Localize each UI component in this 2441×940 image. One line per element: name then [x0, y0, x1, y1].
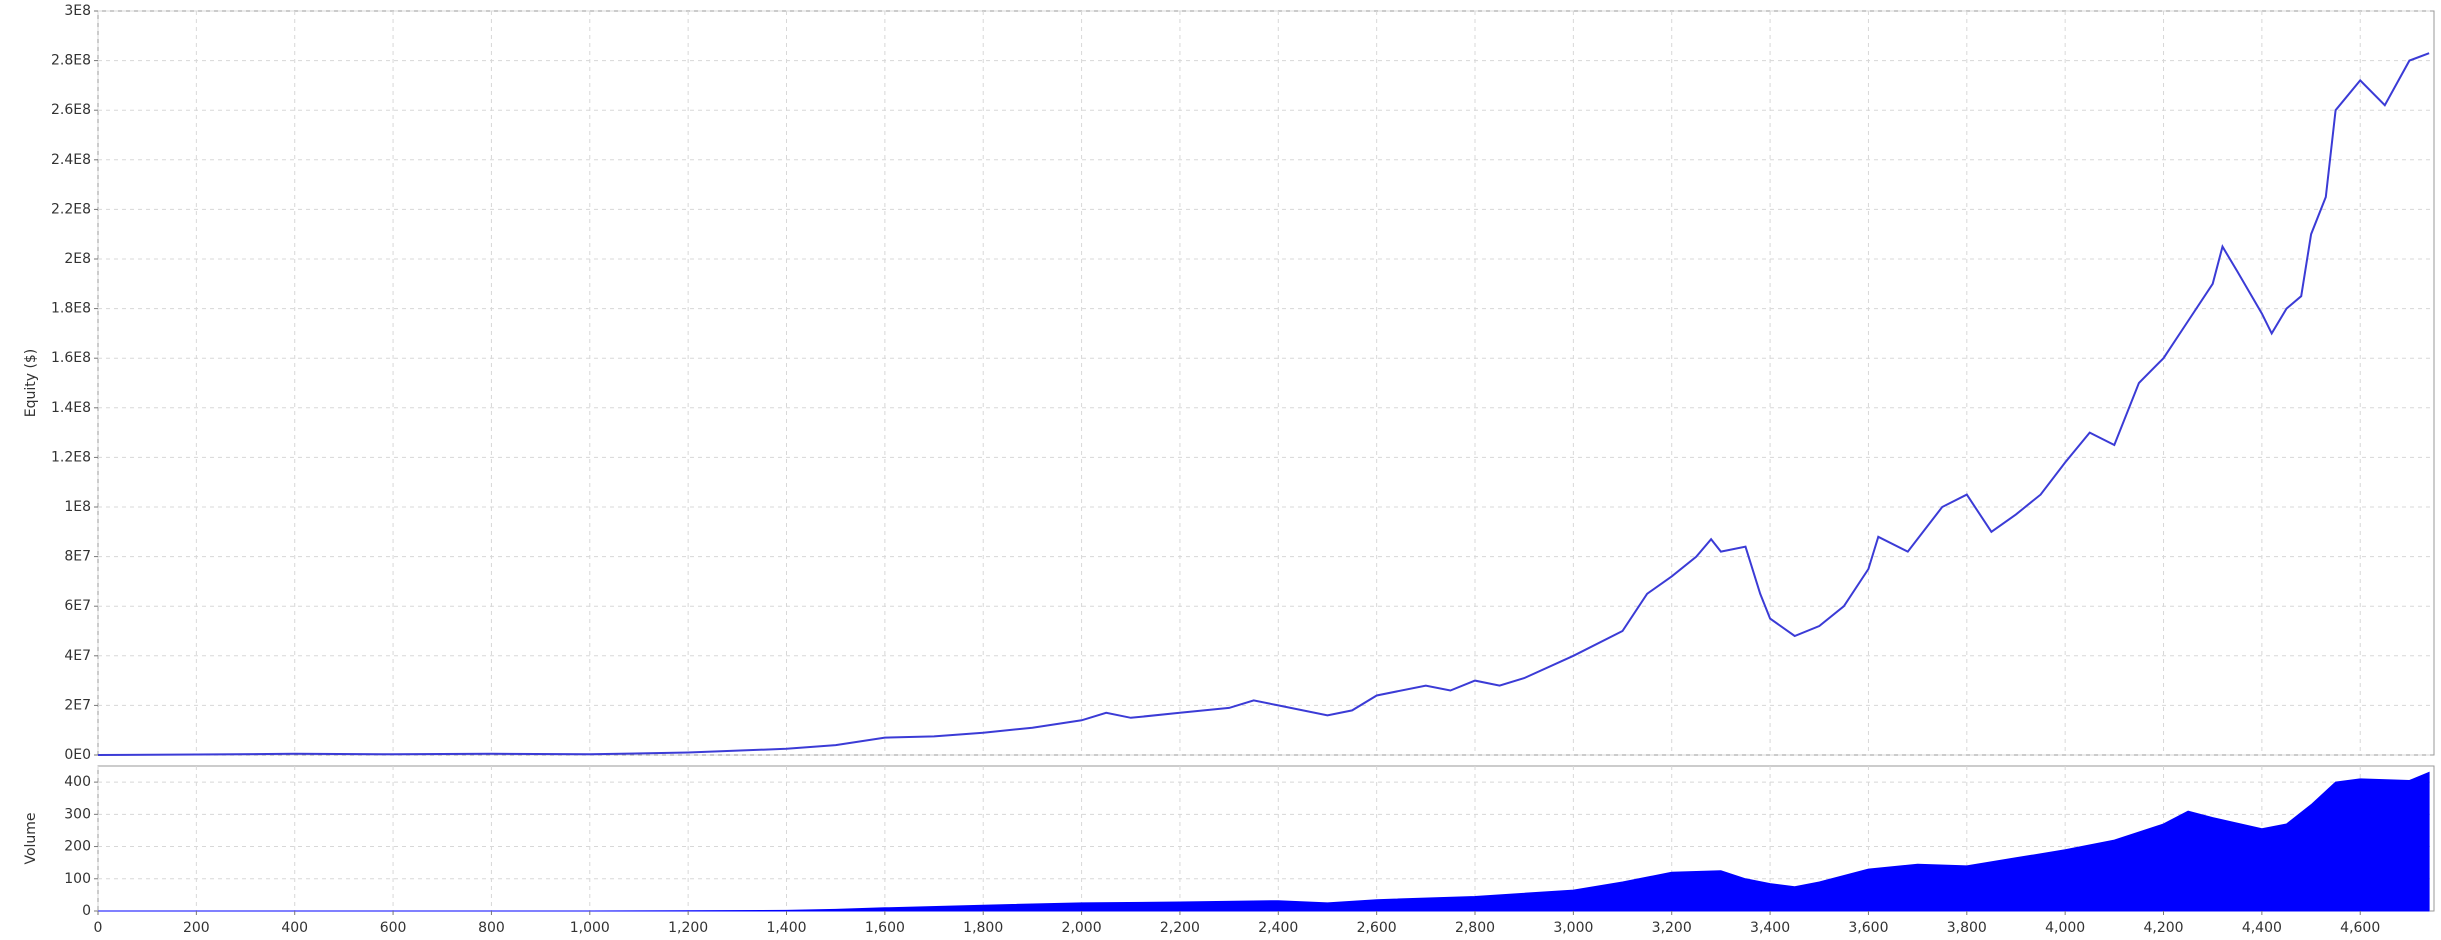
x-tick-label: 2,000: [1062, 920, 1102, 936]
x-tick-label: 1,200: [668, 920, 708, 936]
y-tick-label: 3E8: [64, 3, 91, 19]
y-tick-label: 1.6E8: [51, 350, 91, 366]
y-tick-label: 2.6E8: [51, 102, 91, 118]
equity-line: [97, 52, 2430, 756]
x-tick-label: 600: [380, 920, 407, 936]
x-tick-label: 3,800: [1947, 920, 1987, 936]
x-tick-label: 2,200: [1160, 920, 1200, 936]
y-tick-label: 4E7: [64, 648, 91, 664]
y-tick-label: 1.4E8: [51, 400, 91, 416]
x-tick-label: 3,200: [1652, 920, 1692, 936]
y-tick-label: 1E8: [64, 499, 91, 515]
x-tick-label: 0: [94, 920, 103, 936]
y-tick-label: 200: [64, 839, 91, 855]
x-tick-label: 2,400: [1258, 920, 1298, 936]
y-tick-label: 400: [64, 774, 91, 790]
x-tick-label: 1,600: [865, 920, 905, 936]
y-tick-label: 0: [82, 903, 91, 919]
y-tick-label: 2E7: [64, 697, 91, 713]
x-tick-label: 4,600: [2340, 920, 2380, 936]
y-tick-label: 0E0: [64, 747, 91, 763]
y-tick-label: 2.2E8: [51, 201, 91, 217]
x-tick-label: 4,200: [2143, 920, 2183, 936]
x-tick-label: 2,600: [1357, 920, 1397, 936]
y-tick-label: 2.4E8: [51, 152, 91, 168]
y-axis-label: Equity ($): [23, 349, 39, 418]
y-tick-label: 300: [64, 806, 91, 822]
y-tick-label: 1.2E8: [51, 449, 91, 465]
volume-area: [98, 771, 2430, 912]
x-tick-label: 2,800: [1455, 920, 1495, 936]
x-tick-label: 1,800: [963, 920, 1003, 936]
x-tick-label: 3,000: [1553, 920, 1593, 936]
x-tick-label: 4,000: [2045, 920, 2085, 936]
x-tick-label: 400: [281, 920, 308, 936]
x-tick-label: 200: [183, 920, 210, 936]
plot-area: [97, 10, 2435, 756]
x-tick-label: 800: [478, 920, 505, 936]
y-tick-label: 8E7: [64, 549, 91, 565]
x-tick-label: 4,400: [2242, 920, 2282, 936]
x-tick-label: 3,400: [1750, 920, 1790, 936]
y-tick-label: 6E7: [64, 598, 91, 614]
y-axis-label: Volume: [23, 812, 39, 864]
x-tick-label: 1,400: [766, 920, 806, 936]
y-tick-label: 2.8E8: [51, 53, 91, 69]
y-tick-label: 100: [64, 871, 91, 887]
y-tick-label: 1.8E8: [51, 301, 91, 317]
x-tick-label: 1,000: [570, 920, 610, 936]
y-tick-label: 2E8: [64, 251, 91, 267]
x-tick-label: 3,600: [1848, 920, 1888, 936]
